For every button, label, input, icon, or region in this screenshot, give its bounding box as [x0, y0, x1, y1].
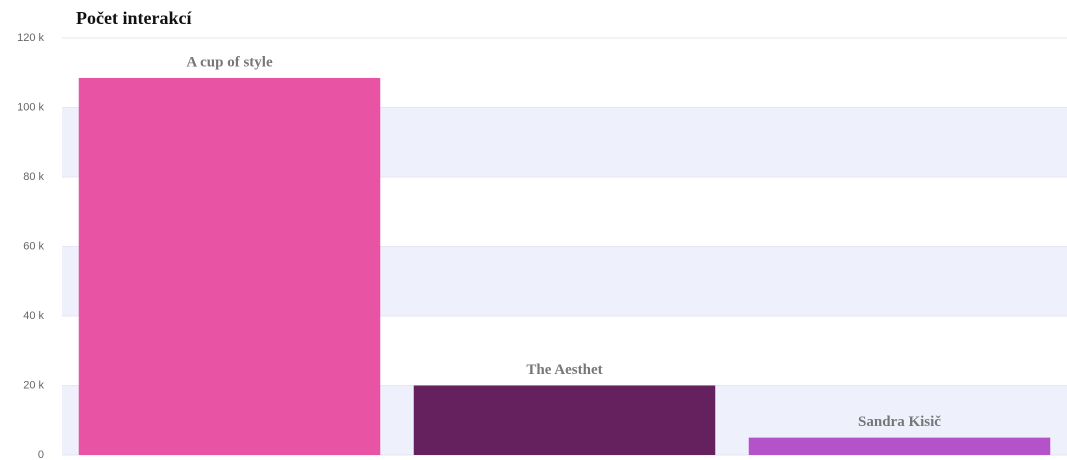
- bar: [413, 385, 716, 455]
- y-tick-label: 40 k: [23, 310, 44, 322]
- bar-label: The Aesthet: [526, 362, 602, 378]
- y-tick-label: 60 k: [23, 240, 44, 252]
- y-tick-label: 0: [38, 449, 44, 460]
- y-tick-label: 100 k: [17, 101, 44, 113]
- chart-title: Počet interakcí: [76, 8, 192, 28]
- bar: [748, 437, 1051, 455]
- y-tick-label: 120 k: [17, 32, 44, 44]
- bar-label: A cup of style: [186, 54, 273, 70]
- bar-label: Sandra Kisič: [858, 414, 941, 430]
- y-tick-label: 20 k: [23, 379, 44, 391]
- y-tick-label: 80 k: [23, 171, 44, 183]
- bar: [78, 77, 381, 456]
